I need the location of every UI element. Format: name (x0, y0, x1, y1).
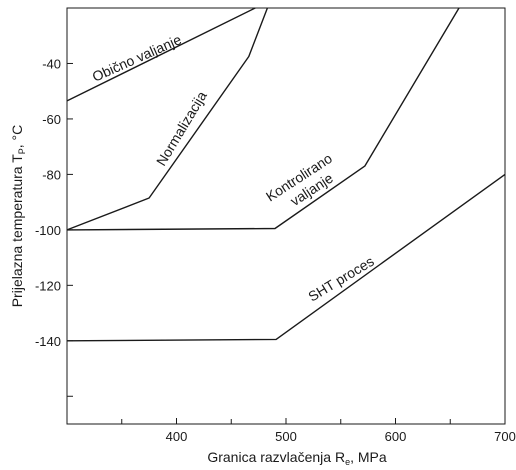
series-line-3 (66, 173, 506, 342)
x-tick-label: 700 (494, 429, 516, 444)
y-axis-label: Prijelazna temperatura TP, °C (9, 125, 27, 308)
y-tick-label: -80 (42, 167, 61, 182)
plot-frame (66, 7, 506, 425)
series-line-2 (66, 7, 460, 231)
x-tick-label: 500 (275, 429, 297, 444)
y-axis-ticks: -40 -60 -80 -100 -120 -140 (35, 56, 73, 397)
series-lines (66, 7, 506, 342)
y-tick-label: -140 (35, 334, 61, 349)
series-label-obicno-valjanje: Obično valjanje (90, 31, 184, 85)
series-label-sht-proces: SHT proces (305, 253, 376, 305)
y-tick-label: -120 (35, 278, 61, 293)
y-tick-label: -100 (35, 223, 61, 238)
series-label-normalizacija: Normalizacija (153, 88, 210, 168)
series-line-0 (66, 7, 256, 102)
y-tick-label: -40 (42, 56, 61, 71)
x-axis-label: Granica razvlačenja Re, MPa (207, 449, 387, 467)
x-axis-ticks: 400 500 600 700 (121, 418, 516, 444)
x-tick-label: 600 (385, 429, 407, 444)
y-tick-label: -60 (42, 112, 61, 127)
x-tick-label: 400 (166, 429, 188, 444)
series-line-1 (66, 7, 269, 231)
